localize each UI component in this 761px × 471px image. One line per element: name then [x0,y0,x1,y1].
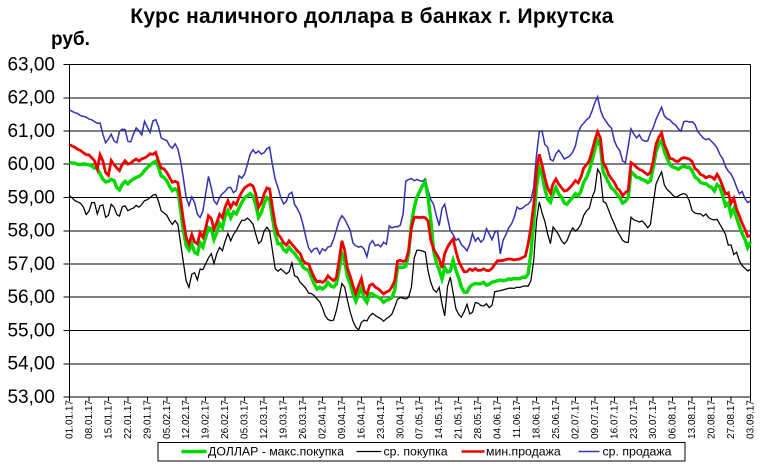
svg-text:61,00: 61,00 [7,121,55,142]
svg-text:30.04.17: 30.04.17 [395,400,406,439]
svg-text:62,00: 62,00 [7,88,55,109]
svg-text:09.04.17: 09.04.17 [337,400,348,439]
svg-text:01.01.17: 01.01.17 [65,400,76,439]
svg-text:18.06.17: 18.06.17 [532,400,543,439]
svg-text:02.04.17: 02.04.17 [317,400,328,439]
svg-text:19.03.17: 19.03.17 [279,400,290,439]
svg-text:27.08.17: 27.08.17 [726,400,737,439]
svg-text:28.05.17: 28.05.17 [473,400,484,439]
svg-text:мин.продажа: мин.продажа [486,445,561,459]
svg-text:60,00: 60,00 [7,154,55,175]
svg-text:63,00: 63,00 [7,54,55,75]
svg-text:58,00: 58,00 [7,221,55,242]
svg-text:12.03.17: 12.03.17 [259,400,270,439]
svg-text:57,00: 57,00 [7,254,55,275]
svg-text:25.06.17: 25.06.17 [551,400,562,439]
svg-text:22.01.17: 22.01.17 [123,400,134,439]
svg-text:14.05.17: 14.05.17 [434,400,445,439]
svg-text:09.07.17: 09.07.17 [590,400,601,439]
svg-text:13.08.17: 13.08.17 [687,400,698,439]
svg-text:53,00: 53,00 [7,387,55,408]
svg-text:ДОЛЛАР - макс.покупка: ДОЛЛАР - макс.покупка [208,445,344,459]
svg-text:12.02.17: 12.02.17 [181,400,192,439]
svg-text:15.01.17: 15.01.17 [103,400,114,439]
svg-text:05.02.17: 05.02.17 [162,400,173,439]
svg-text:59,00: 59,00 [7,187,55,208]
svg-text:29.01.17: 29.01.17 [142,400,153,439]
svg-text:26.03.17: 26.03.17 [298,400,309,439]
svg-text:55,00: 55,00 [7,320,55,341]
svg-text:23.07.17: 23.07.17 [629,400,640,439]
svg-text:Курс наличного доллара в банка: Курс наличного доллара в банках г. Иркут… [130,5,614,28]
svg-text:ср. продажа: ср. продажа [603,445,672,459]
svg-text:08.01.17: 08.01.17 [84,400,95,439]
svg-text:ср. покупка: ср. покупка [384,445,448,459]
svg-text:19.02.17: 19.02.17 [201,400,212,439]
svg-text:54,00: 54,00 [7,354,55,375]
svg-text:30.07.17: 30.07.17 [648,400,659,439]
svg-text:04.06.17: 04.06.17 [493,400,504,439]
svg-text:07.05.17: 07.05.17 [415,400,426,439]
svg-text:16.04.17: 16.04.17 [356,400,367,439]
svg-text:23.04.17: 23.04.17 [376,400,387,439]
svg-text:02.07.17: 02.07.17 [570,400,581,439]
svg-text:20.08.17: 20.08.17 [707,400,718,439]
svg-text:03.09.17: 03.09.17 [746,400,757,439]
svg-text:11.06.17: 11.06.17 [512,400,523,439]
svg-text:06.08.17: 06.08.17 [668,400,679,439]
svg-text:05.03.17: 05.03.17 [240,400,251,439]
svg-text:26.02.17: 26.02.17 [220,400,231,439]
svg-text:руб.: руб. [51,29,90,50]
svg-text:56,00: 56,00 [7,287,55,308]
svg-text:16.07.17: 16.07.17 [609,400,620,439]
svg-text:21.05.17: 21.05.17 [454,400,465,439]
